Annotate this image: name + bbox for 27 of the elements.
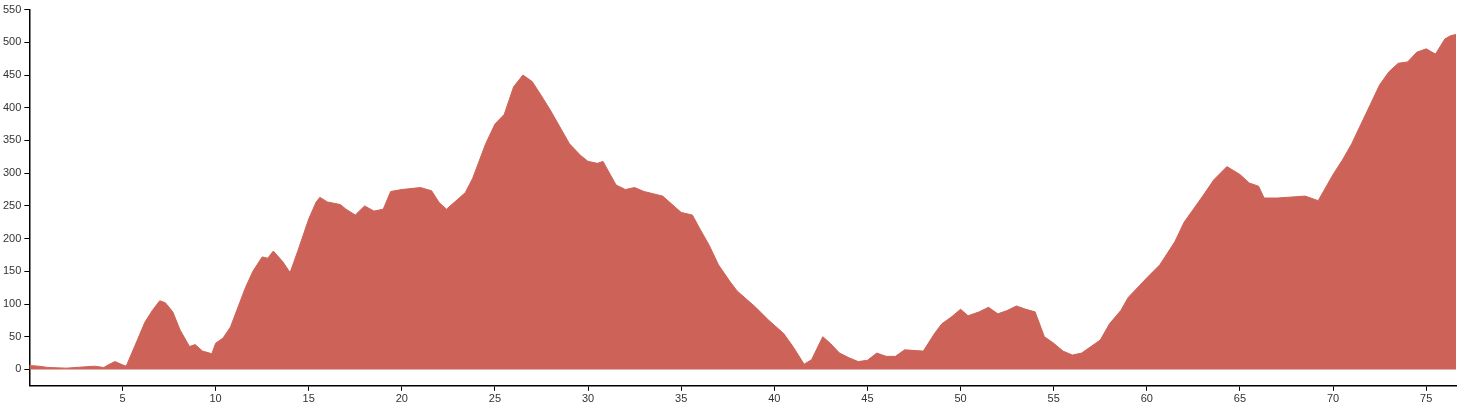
x-tick-label: 75 <box>1420 392 1433 405</box>
y-tick-label: 150 <box>2 264 22 277</box>
y-tick-label: 350 <box>2 133 22 146</box>
x-tick-label: 55 <box>1047 392 1060 405</box>
x-tick-label: 35 <box>675 392 688 405</box>
y-tick-label: 250 <box>2 198 22 211</box>
x-tick-label: 5 <box>119 392 126 405</box>
y-tick-label: 450 <box>2 68 22 81</box>
x-tick-label: 50 <box>954 392 967 405</box>
y-tick-label: 400 <box>2 100 22 113</box>
x-tick-label: 45 <box>861 392 874 405</box>
x-tick-label: 20 <box>395 392 408 405</box>
y-tick-label: 550 <box>2 2 22 15</box>
x-tick-label: 15 <box>302 392 315 405</box>
x-tick-label: 70 <box>1326 392 1340 405</box>
y-tick-label: 50 <box>9 329 22 342</box>
y-tick-label: 100 <box>2 297 22 310</box>
x-tick-label: 65 <box>1233 392 1247 405</box>
x-tick-label: 25 <box>488 392 502 405</box>
x-tick-label: 30 <box>581 392 595 405</box>
x-tick-label: 60 <box>1140 392 1153 405</box>
y-tick-label: 200 <box>2 231 22 244</box>
y-tick-label: 500 <box>2 35 22 48</box>
x-tick-label: 40 <box>768 392 781 405</box>
x-tick-label: 10 <box>209 392 222 405</box>
y-tick-label: 300 <box>2 166 22 179</box>
y-tick-label: 0 <box>15 362 22 375</box>
